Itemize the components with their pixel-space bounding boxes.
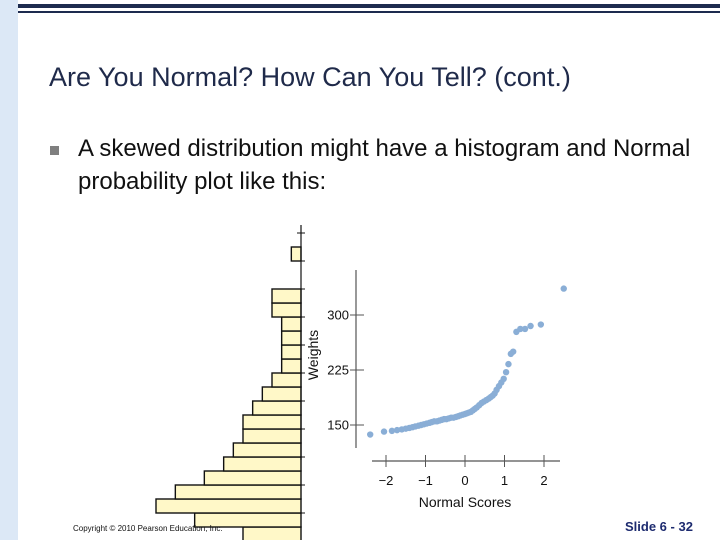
x-tick-label: 2	[540, 473, 547, 488]
histogram-bar	[203, 470, 302, 486]
histogram-bar	[155, 498, 302, 514]
normal-probability-plot: 150 225 300 −2 −1 0 1 2 Weights Normal Scores	[305, 270, 567, 510]
histogram-bar	[242, 428, 302, 444]
data-point	[502, 369, 510, 376]
data-point	[527, 322, 534, 330]
slide-title: Are You Normal? How Can You Tell? (cont.…	[49, 62, 571, 92]
histogram-bar	[290, 246, 302, 262]
histogram-bar	[242, 414, 302, 430]
data-point	[500, 375, 507, 382]
header-rule-thin	[18, 11, 720, 13]
y-tick-label: 225	[327, 363, 349, 378]
histogram-bar	[242, 526, 302, 540]
y-axis-label: Weights	[305, 330, 321, 380]
histogram-bar	[261, 386, 302, 402]
data-point	[560, 285, 567, 292]
histogram-bar	[280, 330, 302, 346]
y-tick-label: 150	[327, 418, 349, 433]
histogram-bar	[280, 344, 302, 360]
x-tick-label: −2	[379, 473, 394, 488]
histogram-bar	[271, 302, 302, 318]
histogram-bar	[271, 288, 302, 304]
data-point	[537, 321, 545, 328]
bullet-marker	[50, 146, 59, 155]
slide-number: Slide 6 - 32	[625, 519, 693, 534]
data-point	[367, 431, 374, 438]
histogram-bar	[271, 372, 302, 388]
histogram-bar	[232, 442, 302, 458]
x-tick-label: −1	[418, 473, 433, 488]
copyright-text: Copyright © 2010 Pearson Education, Inc.	[73, 524, 223, 533]
data-point	[393, 426, 401, 434]
histogram-bar	[280, 316, 302, 332]
histogram-bar	[251, 400, 302, 416]
x-axis-label: Normal Scores	[419, 494, 512, 510]
x-tick-label: 0	[461, 473, 468, 488]
header-rule-thick	[18, 4, 720, 8]
bullet-text: A skewed distribution might have a histo…	[78, 135, 691, 195]
data-point	[380, 428, 388, 435]
x-tick-label: 1	[501, 473, 508, 488]
y-tick-label: 300	[327, 308, 349, 323]
data-point	[505, 360, 512, 368]
histogram-bar	[174, 484, 302, 500]
data-point	[521, 325, 529, 333]
histogram-bar	[280, 358, 302, 374]
data-point	[517, 325, 524, 333]
data-point	[509, 348, 517, 355]
data-point	[388, 427, 396, 435]
slide-sidebar	[0, 0, 18, 540]
histogram-bar	[222, 456, 302, 472]
histogram	[155, 225, 305, 540]
